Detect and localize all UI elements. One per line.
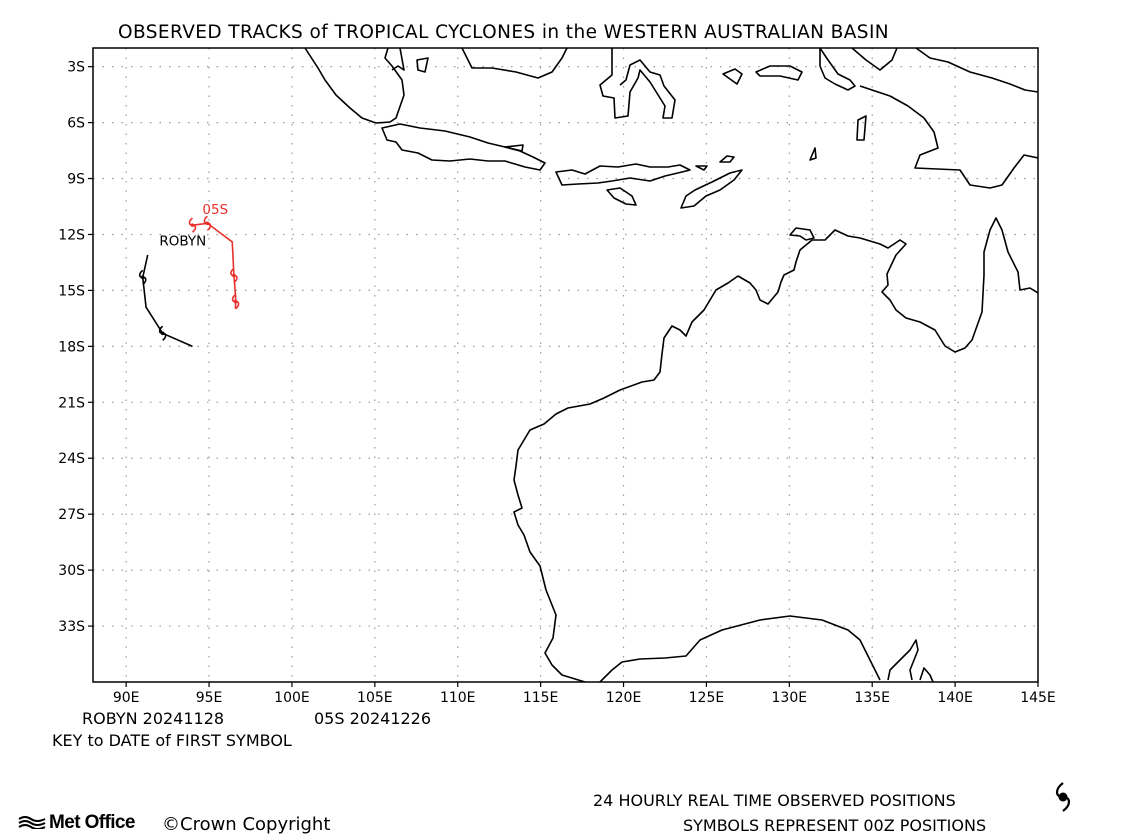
coast-small-isl-2 (809, 115, 867, 161)
copyright-notice: ©Crown Copyright (162, 814, 330, 835)
lon-tick-label: 100E (274, 690, 310, 706)
lat-tick-label: 12S (58, 227, 85, 243)
lon-tick-label: 90E (113, 690, 140, 706)
coast-borneo (391, 48, 568, 79)
track-line-05s (192, 222, 237, 310)
key-caption: KEY to DATE of FIRST SYMBOL (52, 731, 292, 750)
lon-tick-label: 130E (772, 690, 808, 706)
cyclone-symbol-icon (1055, 782, 1071, 812)
lon-tick-label: 95E (196, 690, 223, 706)
key-05s: 05S 20241226 (314, 709, 432, 728)
lat-tick-label: 27S (58, 507, 85, 523)
coast-islands-moluccas (722, 48, 898, 91)
coast-lesser-sunda (555, 163, 691, 186)
cyclone-position-symbol (230, 267, 238, 284)
met-office-waves-icon (18, 816, 46, 829)
cyclone-tracks: ROBYN 05S (138, 202, 240, 348)
copyright-icon: © (162, 814, 180, 835)
coast-java (381, 123, 546, 171)
lon-tick-label: 125E (689, 690, 725, 706)
coast-small-isl (695, 155, 735, 171)
coast-sumba (606, 187, 637, 206)
coast-australia (513, 217, 1038, 682)
cyclone-position-symbol (138, 269, 147, 285)
cyclone-position-symbol (203, 215, 212, 231)
lon-tick-label: 145E (1020, 690, 1056, 706)
lat-tick-label: 24S (58, 451, 85, 467)
met-office-logo: Met Office (18, 812, 135, 834)
lon-tick-label: 110E (440, 690, 476, 706)
coast-melville (789, 227, 815, 241)
chart-title: OBSERVED TRACKS of TROPICAL CYCLONES in … (118, 22, 890, 43)
copyright-text: Crown Copyright (180, 814, 331, 835)
coast-sumatra (304, 48, 405, 124)
lat-tick-label: 21S (58, 395, 85, 411)
cyclone-position-symbol (158, 325, 167, 341)
met-office-logo-text: Met Office (49, 812, 135, 833)
lat-tick-label: 33S (58, 619, 85, 635)
lon-tick-label: 120E (606, 690, 642, 706)
legend-line-1: 24 HOURLY REAL TIME OBSERVED POSITIONS (593, 791, 956, 810)
lat-tick-label: 18S (58, 339, 85, 355)
lon-tick-label: 105E (357, 690, 393, 706)
map-frame (92, 47, 1039, 683)
cyclone-position-symbol (188, 217, 197, 233)
lat-tick-label: 15S (58, 283, 85, 299)
lat-tick-label: 30S (58, 563, 85, 579)
lat-tick-label: 6S (67, 116, 85, 132)
lat-tick-label: 3S (67, 60, 85, 76)
lon-tick-label: 140E (937, 690, 973, 706)
key-robyn: ROBYN 20241128 (82, 709, 225, 728)
storm-label-robyn: ROBYN (159, 234, 206, 250)
coastlines (304, 48, 1038, 682)
storm-label-05s: 05S (202, 202, 228, 218)
coast-timor (680, 169, 743, 209)
coast-sulawesi (599, 48, 676, 119)
coast-madura (504, 144, 524, 152)
lon-tick-label: 135E (854, 690, 890, 706)
lon-tick-label: 115E (523, 690, 559, 706)
cyclone-position-symbol (231, 293, 240, 310)
track-line-robyn (141, 254, 193, 348)
legend-line-2: SYMBOLS REPRESENT 00Z POSITIONS (683, 816, 987, 835)
map-axes: 90E 95E 100E 105E 110E 115E 120E 125E 130E 135E 14… (58, 60, 1055, 706)
coast-new-guinea (859, 48, 1038, 189)
lat-tick-label: 9S (67, 172, 85, 188)
map-gridlines (93, 48, 1038, 682)
